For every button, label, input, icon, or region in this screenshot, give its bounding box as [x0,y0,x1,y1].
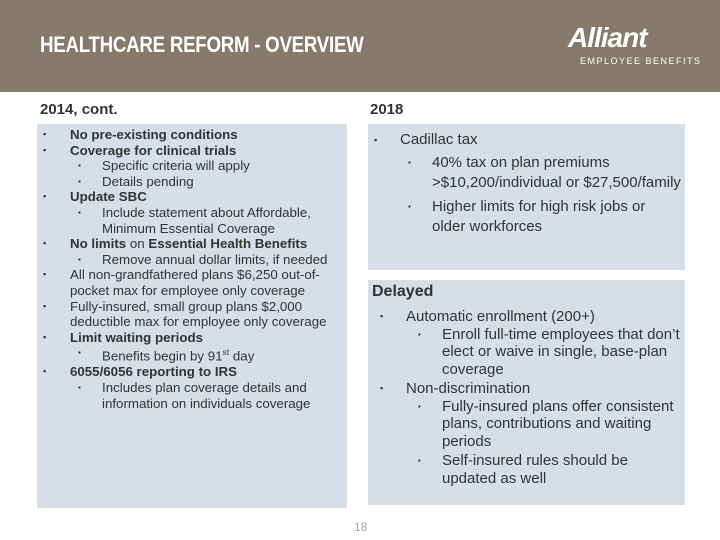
sub-item: Details pending [78,173,342,190]
bullet-list: Automatic enrollment (200+)Enroll full-t… [380,308,682,489]
sub-list: Benefits begin by 91st day [70,345,342,364]
logo: Alliant [568,22,648,53]
bullet-item: Coverage for clinical trialsSpecific cri… [43,143,342,190]
page-number: 18 [354,520,368,534]
bullet-line: No pre-existing conditions [70,127,342,143]
sub-list: Includes plan coverage details and infor… [70,380,342,411]
bullet-text: Includes plan coverage details and infor… [102,379,311,411]
text-run: on [126,236,149,252]
sub-item: Specific criteria will apply [78,158,342,174]
bullet-list: No pre-existing conditionsCoverage for c… [43,127,342,411]
bullet-text: Non-discrimination [406,380,531,397]
sub-list: Fully-insured plans offer consistent pla… [406,398,682,488]
bullet-text: Coverage for clinical trials [70,142,237,158]
sub-list: 40% tax on plan premiums >$10,200/indivi… [400,153,682,237]
bullet-line: Cadillac tax [400,130,682,150]
sub-item: Self-insured rules should be updated as … [418,452,682,487]
bullet-item: Automatic enrollment (200+)Enroll full-t… [380,308,682,379]
text-run: day [229,348,255,364]
section-heading: 2018 [370,101,404,118]
bullet-line: Coverage for clinical trials [70,143,342,159]
sub-list: Include statement about Affordable, Mini… [70,205,342,236]
bullet-text: Higher limits for high risk jobs or olde… [432,198,646,235]
sub-item: Higher limits for high risk jobs or olde… [408,197,682,237]
bullet-line: Fully-insured, small group plans $2,000 … [70,299,342,330]
section-heading: Delayed [372,283,434,300]
bullet-text: No pre-existing conditions [70,127,238,142]
bullet-text: Limit waiting periods [70,329,203,345]
text-run: st [222,347,230,358]
sub-list: Specific criteria will applyDetails pend… [70,158,342,189]
sub-item: Fully-insured plans offer consistent pla… [418,397,682,451]
bullet-item: No limits on Essential Health BenefitsRe… [43,236,342,268]
sub-item: 40% tax on plan premiums >$10,200/indivi… [408,153,682,193]
bullet-text: Automatic enrollment (200+) [406,308,595,325]
sub-item: Remove annual dollar limits, if needed [78,251,342,268]
text-run: Benefits begin by 91 [102,348,223,364]
bullet-text: Details pending [102,173,194,189]
bullet-text: Specific criteria will apply [102,158,250,174]
bullet-item: Fully-insured, small group plans $2,000 … [43,299,342,330]
header-band: HEALTHCARE REFORM - OVERVIEW Alliant EMP… [0,0,720,92]
bullet-text: All non-grandfathered plans $6,250 out-o… [70,267,320,298]
bullet-item: All non-grandfathered plans $6,250 out-o… [43,267,342,298]
bullet-line: No limits on Essential Health Benefits [70,236,342,252]
bullet-text: 6055/6056 reporting to IRS [70,364,238,380]
bullet-item: Update SBCInclude statement about Afford… [43,189,342,236]
text-run: Essential Health Benefits [148,236,308,252]
bullet-text: 40% tax on plan premiums >$10,200/indivi… [432,154,681,191]
sub-item: Enroll full-time employees that don’t el… [418,325,682,379]
bullet-line: 6055/6056 reporting to IRS [70,364,342,380]
bullet-item: Non-discriminationFully-insured plans of… [380,380,682,488]
bullet-text: Enroll full-time employees that don’t el… [442,325,680,378]
bullet-text: Cadillac tax [400,131,478,148]
bullet-line: All non-grandfathered plans $6,250 out-o… [70,267,342,298]
bullet-item: Cadillac tax 40% tax on plan premiums >$1… [374,130,682,237]
sub-item: Includes plan coverage details and infor… [78,379,342,411]
bullet-line: Limit waiting periods [70,330,342,346]
bullet-text: Remove annual dollar limits, if needed [102,251,328,267]
bullet-item: 6055/6056 reporting to IRSIncludes plan … [43,364,342,411]
bullet-line: Update SBC [70,189,342,205]
slide-title: HEALTHCARE REFORM - OVERVIEW [40,32,364,57]
sub-item: Include statement about Affordable, Mini… [78,204,342,236]
bullet-text: Fully-insured plans offer consistent pla… [442,397,674,450]
section-heading: 2014, cont. [40,101,118,118]
bullet-line: Non-discrimination [406,380,682,398]
bullet-text: Update SBC [70,189,147,205]
bullet-text: Self-insured rules should be updated as … [442,452,628,487]
bullet-item: Limit waiting periodsBenefits begin by 9… [43,330,342,365]
bullet-text: Fully-insured, small group plans $2,000 … [70,298,327,330]
bullet-list: Cadillac tax 40% tax on plan premiums >$1… [374,130,682,241]
text-run: No limits [70,236,127,252]
sub-list: Remove annual dollar limits, if needed [70,252,342,268]
bullet-text: Include statement about Affordable, Mini… [102,204,311,236]
logo-subtitle: EMPLOYEE BENEFITS [580,56,702,66]
sub-list: Enroll full-time employees that don’t el… [406,326,682,379]
bullet-line: Automatic enrollment (200+) [406,308,682,326]
sub-item: Benefits begin by 91st day [78,345,342,364]
bullet-item: No pre-existing conditions [43,127,342,143]
